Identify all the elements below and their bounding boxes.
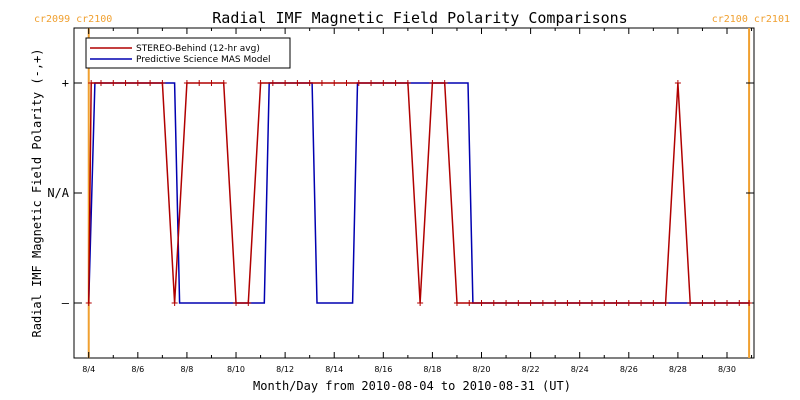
carrington-rotation-labels: cr2099 cr2100 cr2100 cr2101	[34, 14, 790, 25]
data-point	[368, 80, 375, 86]
data-point	[392, 80, 399, 86]
x-tick-label: 8/18	[423, 365, 441, 374]
x-tick-label: 8/4	[82, 365, 95, 374]
x-tick-label: 8/12	[276, 365, 294, 374]
data-point	[601, 300, 608, 306]
data-point	[196, 80, 203, 86]
x-tick-label: 8/10	[227, 365, 245, 374]
data-point	[662, 300, 669, 306]
carrington-marker-label: cr2099 cr2100	[34, 14, 112, 25]
data-point	[331, 80, 338, 86]
legend-box	[85, 37, 291, 69]
data-point	[110, 80, 117, 86]
x-tick-label: 8/20	[473, 365, 491, 374]
data-point	[208, 80, 215, 86]
y-axis-label: Radial IMF Magnetic Field Polarity (-,+)	[30, 49, 44, 338]
x-tick-label: 8/14	[325, 365, 343, 374]
data-point	[343, 80, 350, 86]
data-point	[527, 300, 534, 306]
data-point	[171, 300, 178, 306]
y-tick-label: N/A	[47, 186, 69, 200]
data-point	[723, 300, 730, 306]
data-point	[490, 300, 497, 306]
data-point	[453, 300, 460, 306]
x-tick-label: 8/22	[522, 365, 540, 374]
x-axis-ticks: 8/4 8/6 8/8 8/10 8/12 8/14 8/16 8/18 8/20 8/22 8/2…	[82, 28, 753, 374]
data-point	[478, 300, 485, 306]
data-point	[441, 80, 448, 86]
x-tick-label: 8/8	[180, 365, 193, 374]
y-tick-label: +	[62, 76, 69, 90]
data-point	[625, 300, 632, 306]
data-point	[269, 80, 276, 86]
x-tick-label: 8/26	[620, 365, 638, 374]
series-layer	[85, 80, 753, 306]
data-point	[588, 300, 595, 306]
data-point	[466, 300, 473, 306]
x-tick-label: 8/6	[131, 365, 144, 374]
data-point	[736, 300, 743, 306]
data-point	[355, 80, 362, 86]
data-point	[564, 300, 571, 306]
data-point	[233, 300, 240, 306]
data-point	[134, 80, 141, 86]
data-point	[294, 80, 301, 86]
data-point	[711, 300, 718, 306]
data-point	[638, 300, 645, 306]
x-tick-label: 8/28	[669, 365, 687, 374]
data-point	[650, 300, 657, 306]
data-point	[404, 80, 411, 86]
x-tick-label: 8/30	[718, 365, 736, 374]
data-point	[417, 300, 424, 306]
data-point	[159, 80, 166, 86]
data-point	[85, 300, 92, 306]
x-tick-label: 8/24	[571, 365, 589, 374]
data-point	[576, 300, 583, 306]
data-point	[122, 80, 129, 86]
legend-label-stereo: STEREO-Behind (12-hr avg)	[136, 44, 260, 54]
data-point	[257, 80, 264, 86]
series-line	[87, 82, 750, 304]
data-point	[515, 300, 522, 306]
data-point	[687, 300, 694, 306]
x-tick-label: 8/16	[374, 365, 392, 374]
data-point	[282, 80, 289, 86]
data-point	[380, 80, 387, 86]
data-point	[88, 80, 95, 86]
data-point	[613, 300, 620, 306]
carrington-marker-label: cr2100 cr2101	[712, 14, 790, 25]
data-point	[429, 80, 436, 86]
x-axis-label: Month/Day from 2010-08-04 to 2010-08-31 …	[253, 379, 571, 393]
data-point	[318, 80, 325, 86]
y-axis-ticks: + N/A –	[47, 76, 754, 310]
data-point	[503, 300, 510, 306]
legend-label-mas-model: Predictive Science MAS Model	[136, 55, 271, 65]
data-point	[245, 300, 252, 306]
data-point	[306, 80, 313, 86]
data-point	[746, 300, 753, 306]
data-point	[552, 300, 559, 306]
data-point	[147, 80, 154, 86]
chart-title: Radial IMF Magnetic Field Polarity Compa…	[212, 9, 627, 27]
carrington-rotation-markers	[87, 28, 751, 358]
data-point	[674, 80, 681, 86]
data-point	[539, 300, 546, 306]
data-point	[183, 80, 190, 86]
legend: STEREO-Behind (12-hr avg) Predictive Sci…	[85, 37, 291, 69]
data-point	[220, 80, 227, 86]
y-tick-label: –	[62, 296, 70, 310]
data-point	[98, 80, 105, 86]
data-point	[699, 300, 706, 306]
